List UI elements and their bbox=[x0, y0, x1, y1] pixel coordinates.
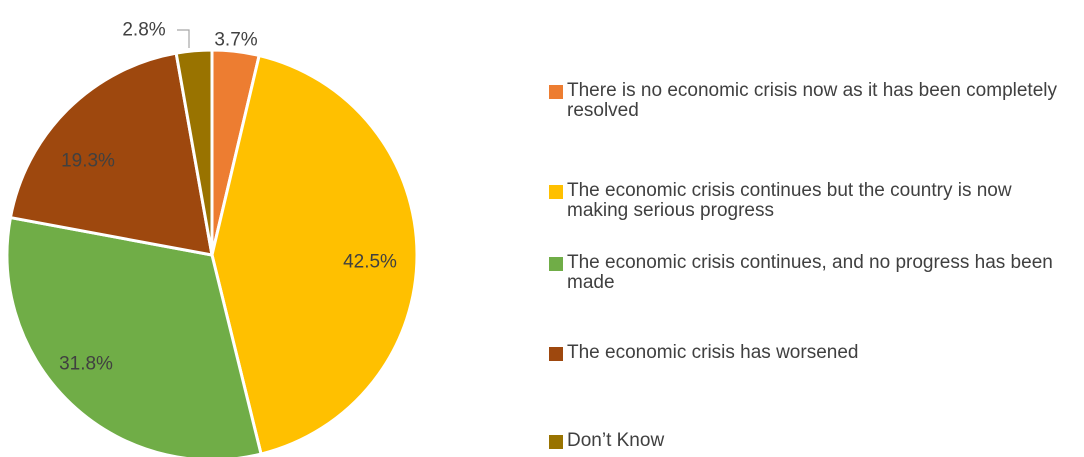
legend-item-dont-know: Don’t Know bbox=[549, 431, 1077, 451]
data-labels: 3.7% 42.5% 31.8% 19.3% 2.8% bbox=[59, 20, 397, 375]
legend-swatch-dont-know bbox=[549, 435, 563, 449]
legend-label-no-progress: The economic crisis continues, and no pr… bbox=[567, 252, 1053, 293]
legend-item-no-crisis: There is no economic crisis now as it ha… bbox=[549, 81, 1077, 121]
legend-item-serious-progress: The economic crisis continues but the co… bbox=[549, 181, 1077, 221]
legend-label-serious-progress: The economic crisis continues but the co… bbox=[567, 180, 1012, 221]
legend-item-no-progress: The economic crisis continues, and no pr… bbox=[549, 253, 1077, 293]
legend-item-worsened: The economic crisis has worsened bbox=[549, 343, 1077, 363]
pie-slice-serious-progress bbox=[210, 54, 419, 456]
pie-slice-dont-know bbox=[174, 48, 214, 257]
data-label-no-progress: 31.8% bbox=[59, 354, 113, 375]
pie-slice-no-progress bbox=[5, 216, 263, 457]
data-label-serious-progress: 42.5% bbox=[343, 252, 397, 273]
legend-swatch-serious-progress bbox=[549, 185, 563, 199]
legend-swatch-no-crisis bbox=[549, 85, 563, 99]
legend-swatch-no-progress bbox=[549, 257, 563, 271]
pie-slice-worsened bbox=[8, 51, 214, 257]
pie-slices bbox=[5, 48, 419, 457]
legend-label-dont-know: Don’t Know bbox=[567, 430, 665, 451]
leader-lines bbox=[177, 29, 190, 48]
legend-label-worsened: The economic crisis has worsened bbox=[567, 342, 859, 363]
leader-line-dont-know bbox=[177, 29, 190, 48]
data-label-dont-know: 2.8% bbox=[122, 20, 165, 41]
pie-plot: 3.7% 42.5% 31.8% 19.3% 2.8% bbox=[5, 20, 419, 457]
data-label-worsened: 19.3% bbox=[61, 151, 115, 172]
legend-label-no-crisis: There is no economic crisis now as it ha… bbox=[567, 80, 1058, 121]
data-label-no-crisis: 3.7% bbox=[214, 30, 257, 51]
legend-swatch-worsened bbox=[549, 347, 563, 361]
